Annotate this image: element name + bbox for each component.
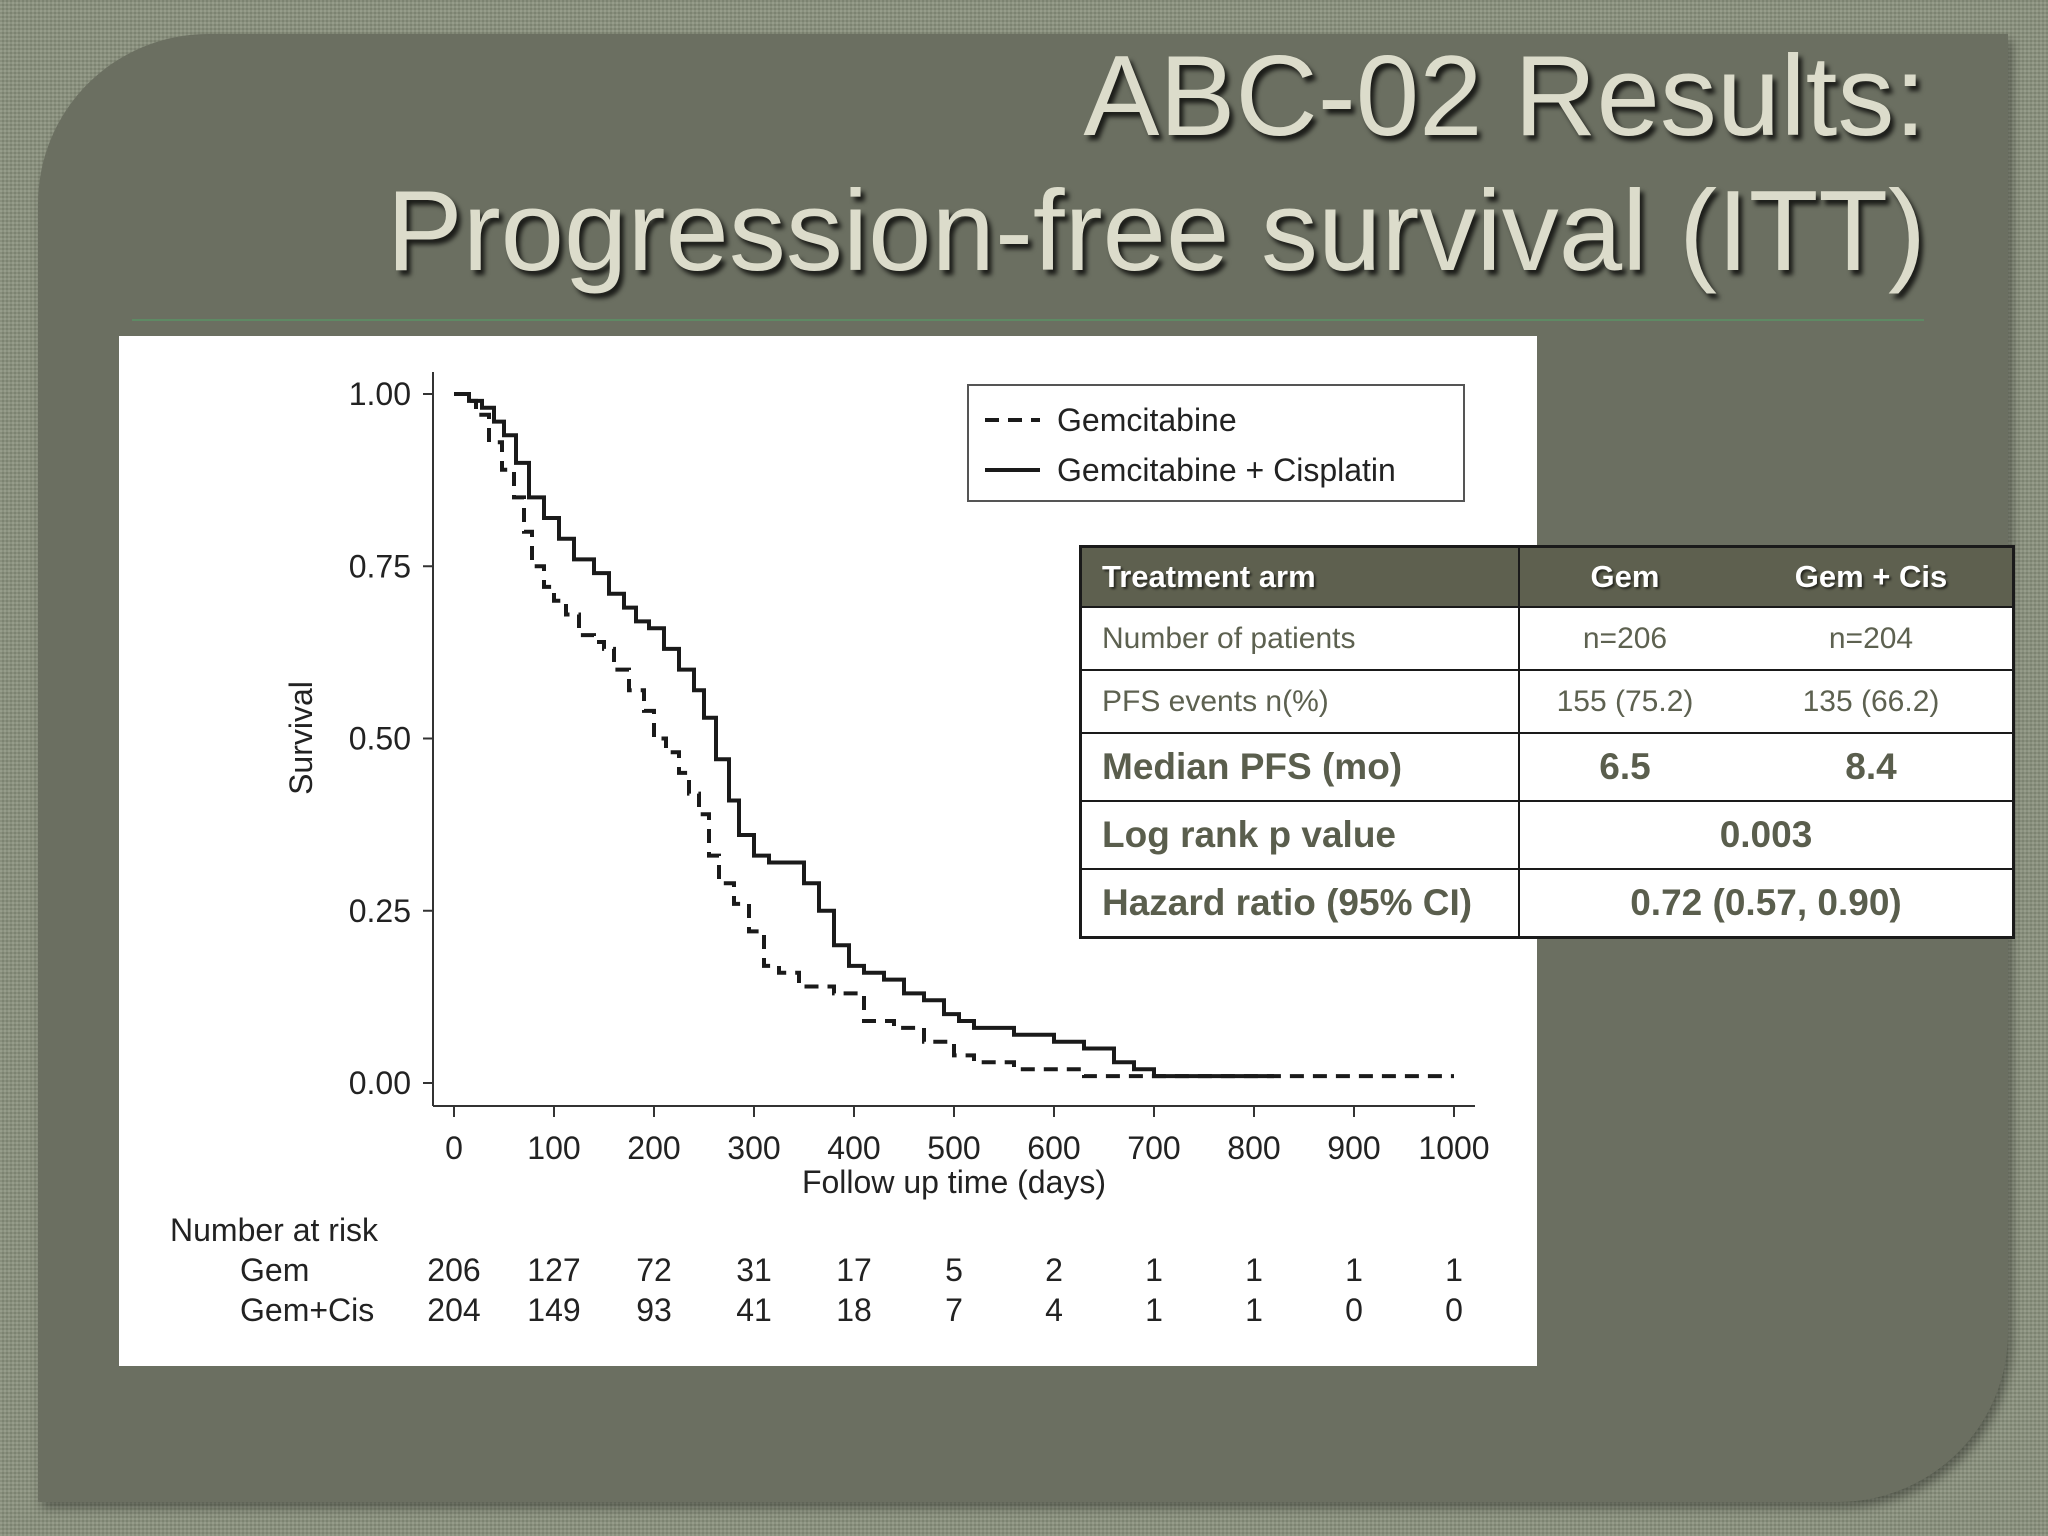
risk-value: 127 — [527, 1252, 580, 1288]
risk-value: 1 — [1245, 1292, 1263, 1328]
risk-value: 93 — [636, 1292, 672, 1328]
row-label: Median PFS (mo) — [1079, 732, 1520, 802]
x-tick-label: 400 — [827, 1130, 880, 1166]
risk-row-label: Gem+Cis — [240, 1292, 374, 1328]
x-tick-label: 900 — [1327, 1130, 1380, 1166]
gem-value: 6.5 — [1518, 732, 1730, 802]
y-axis-label: Survival — [283, 681, 319, 795]
risk-value: 1 — [1345, 1252, 1363, 1288]
legend-box — [967, 384, 1465, 502]
risk-value: 17 — [836, 1252, 872, 1288]
number-at-risk-title: Number at risk — [170, 1212, 379, 1248]
x-tick-label: 1000 — [1418, 1130, 1489, 1166]
x-axis-label: Follow up time (days) — [802, 1164, 1106, 1200]
gemcitabine-curve — [454, 392, 1454, 1079]
gemcitabine-cisplatin-curve — [454, 392, 1274, 1079]
combined-value: 0.003 — [1518, 800, 2015, 870]
x-tick-label: 800 — [1227, 1130, 1280, 1166]
risk-value: 1 — [1145, 1292, 1163, 1328]
gem-value: 155 (75.2) — [1518, 669, 1730, 734]
risk-value: 7 — [945, 1292, 963, 1328]
slide-title-line-1: ABC-02 Results: — [1083, 33, 1926, 160]
risk-value: 5 — [945, 1252, 963, 1288]
row-label: Hazard ratio (95% CI) — [1079, 868, 1520, 939]
gem-value: n=206 — [1518, 606, 1730, 671]
table-row: Number of patients n=206 n=204 — [1079, 606, 2015, 671]
risk-value: 18 — [836, 1292, 872, 1328]
survival-chart: 0.000.250.500.751.000 100 200 300 400 500 600 7… — [170, 372, 1490, 1328]
gem-cis-value: 135 (66.2) — [1730, 669, 2015, 734]
risk-value: 149 — [527, 1292, 580, 1328]
table-row: Hazard ratio (95% CI) 0.72 (0.57, 0.90) — [1079, 868, 2015, 939]
risk-value: 1 — [1145, 1252, 1163, 1288]
risk-value: 206 — [427, 1252, 480, 1288]
row-label: Log rank p value — [1079, 800, 1520, 870]
risk-value: 1 — [1445, 1252, 1463, 1288]
risk-value: 0 — [1445, 1292, 1463, 1328]
x-tick-label: 700 — [1127, 1130, 1180, 1166]
slide-title-line-2: Progression-free survival (ITT) — [386, 168, 1926, 295]
risk-value: 204 — [427, 1292, 480, 1328]
x-tick-label: 200 — [627, 1130, 680, 1166]
x-tick-label: 0 — [445, 1130, 463, 1166]
x-tick-label: 500 — [927, 1130, 980, 1166]
risk-value: 31 — [736, 1252, 772, 1288]
risk-value: 0 — [1345, 1292, 1363, 1328]
risk-value: 72 — [636, 1252, 672, 1288]
x-tick-label: 600 — [1027, 1130, 1080, 1166]
row-label: Number of patients — [1079, 606, 1520, 671]
table-header-row: Treatment arm Gem Gem + Cis — [1079, 545, 2015, 608]
legend-label: Gemcitabine + Cisplatin — [1057, 452, 1396, 488]
gem-cis-value: n=204 — [1730, 606, 2015, 671]
y-tick-label: 0.50 — [349, 721, 411, 757]
y-tick-label: 1.00 — [349, 376, 411, 412]
gem-cis-value: 8.4 — [1730, 732, 2015, 802]
combined-value: 0.72 (0.57, 0.90) — [1518, 868, 2015, 939]
legend-label: Gemcitabine — [1057, 402, 1237, 438]
risk-value: 2 — [1045, 1252, 1063, 1288]
risk-value: 1 — [1245, 1252, 1263, 1288]
y-tick-label: 0.25 — [349, 893, 411, 929]
table-row: PFS events n(%) 155 (75.2) 135 (66.2) — [1079, 669, 2015, 734]
risk-value: 41 — [736, 1292, 772, 1328]
results-table: Treatment arm Gem Gem + Cis Number of pa… — [1079, 545, 2015, 939]
risk-value: 4 — [1045, 1292, 1063, 1328]
header-gem-cis: Gem + Cis — [1730, 545, 2015, 608]
y-tick-label: 0.00 — [349, 1065, 411, 1101]
table-row: Median PFS (mo) 6.5 8.4 — [1079, 732, 2015, 802]
row-label: PFS events n(%) — [1079, 669, 1520, 734]
table-row: Log rank p value 0.003 — [1079, 800, 2015, 870]
title-divider — [132, 319, 1924, 321]
y-tick-label: 0.75 — [349, 548, 411, 584]
header-treatment-arm: Treatment arm — [1079, 545, 1520, 608]
x-tick-label: 100 — [527, 1130, 580, 1166]
x-tick-label: 300 — [727, 1130, 780, 1166]
header-gem: Gem — [1518, 545, 1730, 608]
risk-row-label: Gem — [240, 1252, 309, 1288]
